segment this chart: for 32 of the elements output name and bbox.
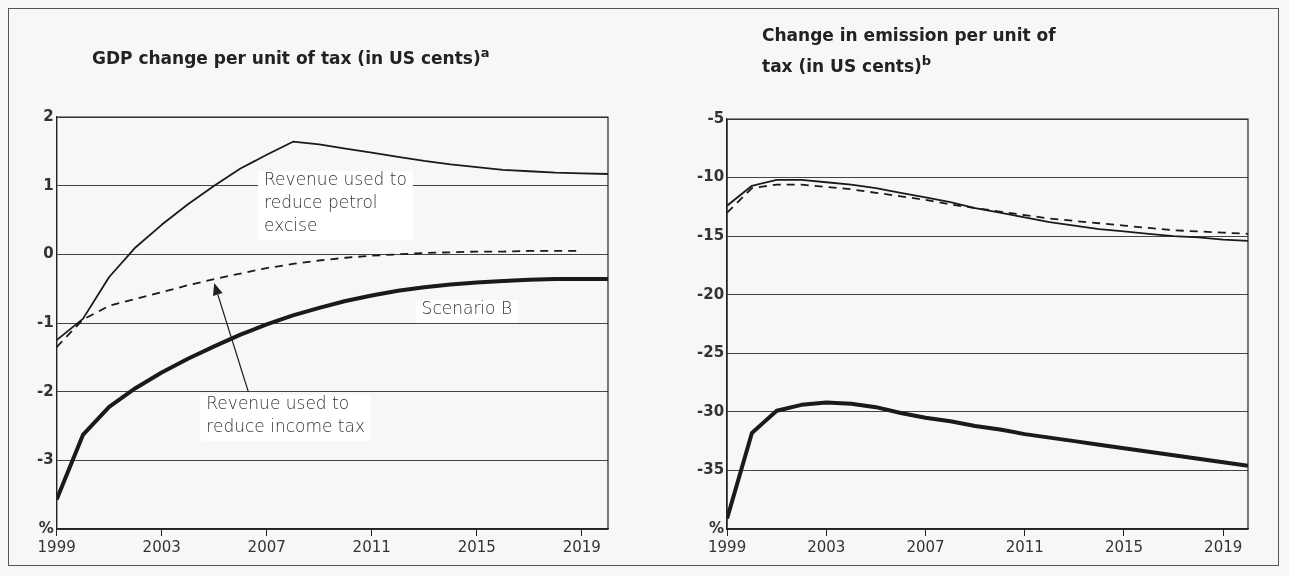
- y-tick-label: -20: [696, 284, 725, 303]
- y-tick-label: -25: [696, 343, 725, 362]
- y-tick-label: -15: [696, 226, 725, 245]
- chart-title: GDP change per unit of tax (in US cents)$^{a}$: [92, 44, 491, 70]
- y-tick-label: %: [709, 518, 725, 537]
- x-tick-label: 2003: [807, 537, 846, 556]
- y-tick-label: -5: [707, 108, 725, 127]
- x-tick-label: 2007: [906, 537, 945, 556]
- x-tick-label: 2015: [1104, 537, 1144, 556]
- y-tick-label: -10: [696, 167, 725, 186]
- y-tick-label: 1: [43, 175, 54, 194]
- series-label: Revenue used to reduce petrol excise: [264, 168, 407, 235]
- x-tick-label: 2003: [142, 537, 181, 556]
- x-tick-label: 2011: [1005, 537, 1044, 556]
- x-tick-label: 1999: [37, 537, 76, 556]
- x-tick-label: 1999: [708, 537, 747, 556]
- x-tick-label: 2015: [457, 537, 496, 556]
- y-tick-label: -3: [36, 450, 54, 469]
- y-tick-label: 2: [43, 106, 54, 125]
- x-tick-label: 2007: [247, 537, 286, 556]
- x-tick-label: 2019: [562, 537, 601, 556]
- y-tick-label: %: [38, 518, 54, 537]
- chart-title: Change in emission per unit of tax (in US cents)$^{b}$: [762, 24, 1057, 78]
- y-tick-label: -2: [36, 381, 54, 400]
- y-tick-label: -1: [36, 312, 54, 331]
- y-tick-label: -35: [696, 460, 725, 479]
- y-tick-label: 0: [43, 244, 54, 263]
- x-tick-label: 2019: [1204, 537, 1243, 556]
- text: Revenue used to reduce income tax: [206, 392, 365, 436]
- y-tick-label: -30: [696, 401, 725, 420]
- series-label: Scenario B: [421, 297, 513, 318]
- x-tick-label: 2011: [352, 537, 391, 556]
